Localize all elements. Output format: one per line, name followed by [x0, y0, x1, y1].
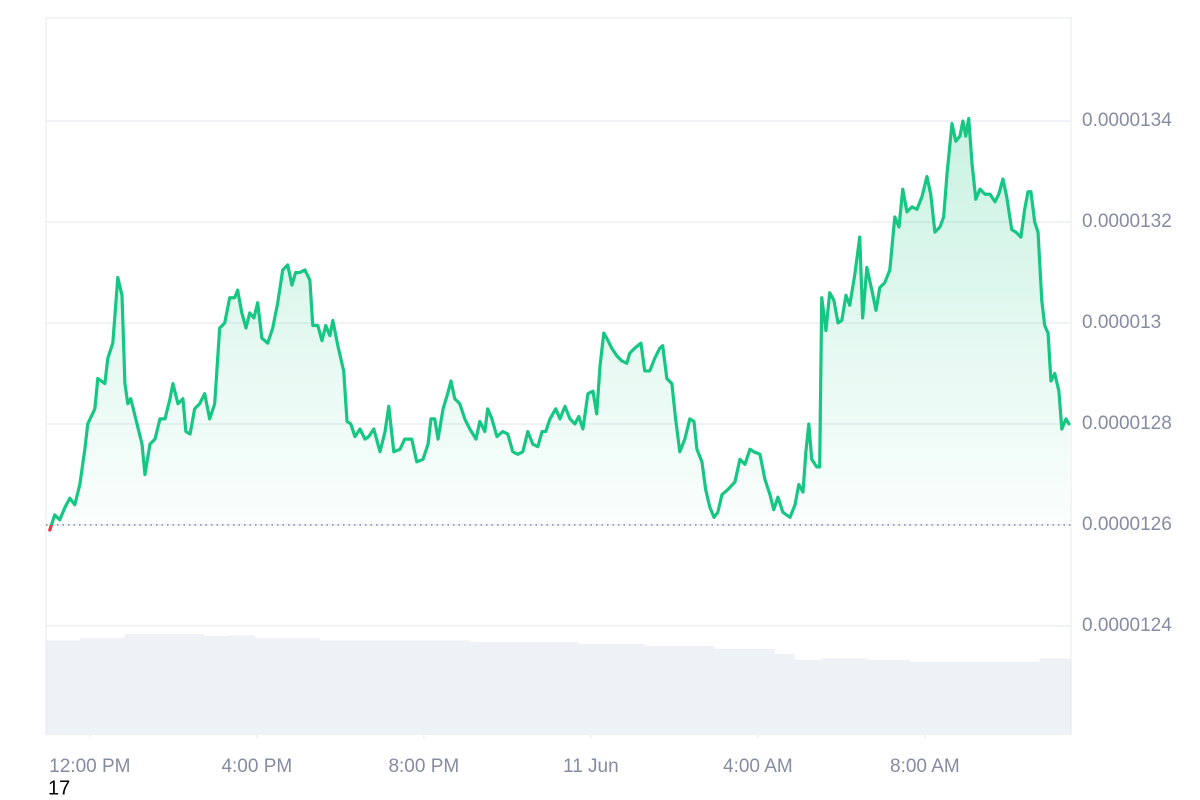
- volume-bar: [254, 638, 320, 735]
- volume-bar: [124, 633, 205, 735]
- volume-bar: [228, 635, 255, 735]
- volume-bar: [1039, 658, 1071, 735]
- volume-bar: [46, 640, 80, 735]
- volume-bar: [79, 638, 125, 735]
- x-tick-label: 12:00 PM: [49, 756, 130, 777]
- volume-bar: [469, 641, 578, 735]
- x-tick-label: 8:00 PM: [388, 756, 459, 777]
- data-layer: [46, 116, 1071, 532]
- price-area: [49, 118, 1069, 530]
- y-tick-label: 0.0000134: [1082, 110, 1172, 131]
- volume-bar: [909, 661, 1040, 735]
- price-line: [48, 116, 1071, 532]
- volume-bar: [867, 659, 910, 735]
- y-tick-label: 0.0000128: [1082, 413, 1172, 434]
- volume-bar: [319, 640, 470, 735]
- volume-bar: [714, 648, 775, 735]
- volume-bar: [821, 658, 868, 735]
- volume-layer: [46, 633, 1071, 735]
- x-tick-label: 8:00 AM: [890, 756, 960, 777]
- text-layer: 0.0000124 0.0000126 0.0000128 0.000013 0.000…: [49, 110, 1172, 777]
- volume-bar: [774, 653, 796, 735]
- overlay-text: 17: [48, 777, 70, 799]
- x-tick-label: 4:00 PM: [221, 756, 292, 777]
- y-tick-label: 0.0000124: [1082, 615, 1172, 636]
- volume-bar: [644, 646, 715, 735]
- y-tick-label: 0.000013: [1082, 312, 1161, 333]
- volume-bar: [204, 636, 229, 735]
- y-tick-label: 0.0000132: [1082, 211, 1172, 232]
- y-tick-label: 0.0000126: [1082, 514, 1172, 535]
- volume-bar: [795, 659, 822, 735]
- x-tick-label: 4:00 AM: [723, 756, 793, 777]
- volume-bar: [577, 643, 645, 735]
- x-tick-label: 11 Jun: [563, 756, 619, 777]
